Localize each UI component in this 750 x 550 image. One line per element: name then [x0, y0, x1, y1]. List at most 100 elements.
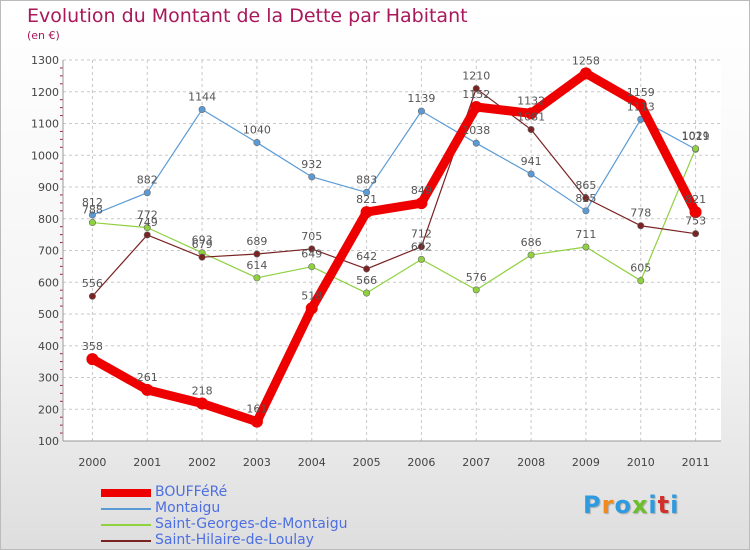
data-label: 932: [301, 158, 322, 171]
data-point: [472, 85, 480, 93]
logo-letter: o: [614, 491, 632, 519]
data-point: [417, 255, 425, 263]
data-point: [637, 277, 645, 285]
logo-letter: i: [648, 491, 658, 519]
y-tick-label: 400: [38, 340, 59, 353]
legend-label: Saint-Georges-de-Montaigu: [155, 516, 348, 532]
data-label: 679: [192, 238, 213, 251]
data-label: 1152: [462, 88, 490, 101]
data-label: 358: [82, 340, 103, 353]
data-point: [360, 206, 373, 219]
data-label: 882: [137, 174, 158, 187]
data-point: [196, 397, 209, 410]
legend-label: Montaigu: [155, 500, 221, 516]
data-point: [472, 139, 480, 147]
data-point: [308, 263, 316, 271]
data-label: 865: [575, 179, 596, 192]
x-tick-label: 2000: [78, 456, 106, 469]
data-label: 261: [137, 371, 158, 384]
data-point: [470, 100, 483, 113]
data-label: 712: [411, 228, 432, 241]
legend-swatch-saint-hilaire: [101, 540, 151, 542]
legend-swatch-saint-georges: [101, 524, 151, 526]
data-label: 1139: [407, 92, 435, 105]
legend-label: BOUFFéRé: [155, 484, 228, 500]
data-point: [250, 415, 263, 428]
proxiti-logo: Proxiti: [583, 491, 679, 519]
x-tick-label: 2004: [298, 456, 326, 469]
data-label: 778: [630, 207, 651, 220]
y-tick-label: 1200: [31, 86, 59, 99]
data-point: [527, 126, 535, 134]
data-point: [582, 194, 590, 202]
data-point: [692, 145, 700, 153]
logo-letter: r: [601, 491, 615, 519]
y-tick-label: 1100: [31, 118, 59, 131]
y-tick-label: 100: [38, 435, 59, 448]
data-point: [582, 243, 590, 251]
logo-letter: i: [670, 491, 680, 519]
data-label: 821: [685, 193, 706, 206]
data-point: [88, 211, 96, 219]
data-label: 1113: [627, 100, 655, 113]
data-point: [143, 189, 151, 197]
data-label: 672: [411, 240, 432, 253]
data-label: 1081: [517, 111, 545, 124]
data-point: [527, 251, 535, 259]
data-point: [417, 107, 425, 115]
data-point: [308, 173, 316, 181]
data-point: [198, 253, 206, 261]
data-label: 1040: [243, 124, 271, 137]
data-point: [637, 222, 645, 230]
data-label: 218: [192, 385, 213, 398]
chart-title: Evolution du Montant de la Dette par Hab…: [27, 5, 468, 27]
legend-label: Saint-Hilaire-de-Loulay: [155, 532, 314, 548]
data-label: 1021: [682, 130, 710, 143]
data-label: 749: [137, 216, 158, 229]
logo-letter: P: [583, 491, 602, 519]
data-label: 1210: [462, 70, 490, 83]
data-point: [305, 302, 318, 315]
x-tick-label: 2005: [353, 456, 381, 469]
series-line-3: [91, 87, 697, 297]
logo-letter: x: [631, 491, 649, 519]
x-tick-label: 2001: [133, 456, 161, 469]
y-tick-label: 1000: [31, 149, 59, 162]
data-label: 705: [301, 230, 322, 243]
data-point: [363, 188, 371, 196]
data-label: 711: [575, 228, 596, 241]
data-point: [579, 67, 592, 80]
data-label: 849: [411, 184, 432, 197]
data-label: 649: [301, 248, 322, 261]
data-label: 1038: [462, 124, 490, 137]
data-label: 1144: [188, 91, 216, 104]
y-tick-label: 800: [38, 213, 59, 226]
data-label: 576: [466, 271, 487, 284]
data-point: [415, 197, 428, 210]
data-label: 642: [356, 250, 377, 263]
x-tick-label: 2009: [572, 456, 600, 469]
data-label: 566: [356, 274, 377, 287]
x-tick-label: 2010: [627, 456, 655, 469]
data-point: [253, 250, 261, 258]
data-label: 883: [356, 173, 377, 186]
data-point: [525, 107, 538, 120]
data-point: [472, 286, 480, 294]
legend-swatch-montaigu: [101, 508, 151, 510]
x-tick-label: 2003: [243, 456, 271, 469]
data-point: [198, 106, 206, 114]
chart-subtitle: (en €): [27, 29, 60, 42]
y-tick-label: 200: [38, 403, 59, 416]
data-label: 812: [82, 196, 103, 209]
data-label: 693: [192, 234, 213, 247]
data-point: [141, 383, 154, 396]
data-label: 788: [82, 204, 103, 217]
y-tick-label: 600: [38, 276, 59, 289]
data-label: 772: [137, 209, 158, 222]
x-tick-label: 2007: [462, 456, 490, 469]
y-tick-label: 700: [38, 245, 59, 258]
data-point: [253, 139, 261, 147]
data-label: 518: [301, 289, 322, 302]
data-label: 614: [246, 259, 267, 272]
